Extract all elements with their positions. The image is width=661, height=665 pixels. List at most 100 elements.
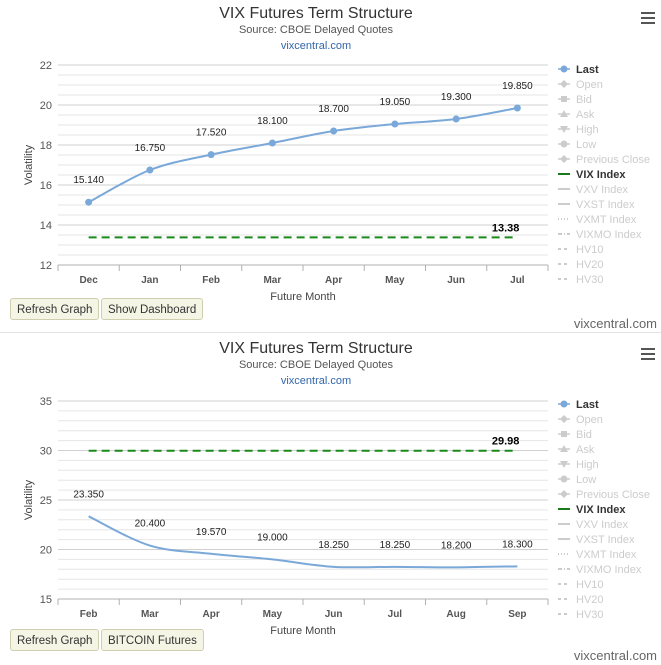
legend-label[interactable]: HV30 xyxy=(576,609,604,621)
y-tick-label: 14 xyxy=(40,220,52,232)
hamburger-menu-icon[interactable] xyxy=(641,12,655,27)
legend-label[interactable]: HV20 xyxy=(576,259,604,271)
x-tick-label: Jan xyxy=(141,275,158,286)
x-tick-label: Dec xyxy=(79,275,98,286)
legend-item[interactable]: VIX Index xyxy=(558,504,626,516)
chart-title: VIX Futures Term Structure xyxy=(219,340,413,357)
legend-item[interactable]: High xyxy=(558,459,599,471)
legend-label[interactable]: Previous Close xyxy=(576,154,650,166)
legend-label[interactable]: High xyxy=(576,459,599,471)
data-point[interactable] xyxy=(513,104,521,112)
legend-label[interactable]: HV30 xyxy=(576,274,604,286)
legend-item[interactable]: VXST Index xyxy=(558,199,635,211)
x-tick-label: May xyxy=(263,609,283,620)
legend-item[interactable]: Low xyxy=(558,474,596,486)
legend-label[interactable]: VIX Index xyxy=(576,169,626,181)
legend-marker-triangle xyxy=(560,110,568,117)
data-point[interactable] xyxy=(146,166,154,174)
legend-item[interactable]: Last xyxy=(558,399,599,411)
refresh-graph-button[interactable]: Refresh Graph xyxy=(10,298,100,320)
legend-label[interactable]: VXST Index xyxy=(576,534,635,546)
x-axis-title: Future Month xyxy=(270,291,335,303)
show-dashboard-button[interactable]: Show Dashboard xyxy=(101,298,204,320)
legend-item[interactable]: Open xyxy=(558,414,603,426)
data-point[interactable] xyxy=(268,139,276,147)
legend-marker-square xyxy=(561,431,567,437)
legend-label[interactable]: Ask xyxy=(576,444,595,456)
legend-label[interactable]: Low xyxy=(576,474,596,486)
x-tick-label: Jun xyxy=(325,609,343,620)
legend-label[interactable]: Last xyxy=(576,399,599,411)
legend-label[interactable]: VIXMO Index xyxy=(576,564,642,576)
y-tick-label: 22 xyxy=(40,60,52,72)
legend-label[interactable]: VXMT Index xyxy=(576,214,637,226)
legend-label[interactable]: VIX Index xyxy=(576,504,626,516)
data-label: 23.350 xyxy=(73,489,104,500)
vix-index-value-label: 13.38 xyxy=(492,222,520,234)
refresh-graph-button[interactable]: Refresh Graph xyxy=(10,629,100,651)
data-point[interactable] xyxy=(330,127,338,135)
legend-label[interactable]: Bid xyxy=(576,429,592,441)
chart-site-link[interactable]: vixcentral.com xyxy=(280,40,352,52)
data-point[interactable] xyxy=(391,120,399,128)
legend-label[interactable]: Ask xyxy=(576,109,595,121)
chart-site-link[interactable]: vixcentral.com xyxy=(280,375,352,387)
legend-item[interactable]: VIXMO Index xyxy=(558,564,642,576)
legend-label[interactable]: Low xyxy=(576,139,596,151)
legend-marker-circle xyxy=(560,400,568,408)
hamburger-menu-icon[interactable] xyxy=(641,348,655,363)
bitcoin-futures-button[interactable]: BITCOIN Futures xyxy=(101,629,204,651)
legend-label[interactable]: Last xyxy=(576,64,599,76)
chart-svg-2: 15 20 25 30 35 Feb Mar Apr May Jun Jul Aug Sep Future… xyxy=(23,396,650,637)
legend-label[interactable]: HV20 xyxy=(576,594,604,606)
legend-label[interactable]: HV10 xyxy=(576,579,604,591)
data-point[interactable] xyxy=(207,151,215,159)
legend-label[interactable]: Bid xyxy=(576,94,592,106)
legend-item[interactable]: VXMT Index xyxy=(558,549,637,561)
legend-item[interactable]: Ask xyxy=(558,444,595,456)
legend-item[interactable]: HV20 xyxy=(558,594,604,606)
legend-item[interactable]: Ask xyxy=(558,109,595,121)
data-point[interactable] xyxy=(85,198,93,206)
legend-label[interactable]: High xyxy=(576,124,599,136)
legend-label[interactable]: Open xyxy=(576,79,603,91)
legend-item[interactable]: Bid xyxy=(558,94,592,106)
chart-title: VIX Futures Term Structure xyxy=(219,5,413,22)
legend-item[interactable]: VXV Index xyxy=(558,184,628,196)
legend-label[interactable]: Previous Close xyxy=(576,489,650,501)
legend-label[interactable]: Open xyxy=(576,414,603,426)
x-tick-label: Apr xyxy=(325,275,342,286)
legend-item[interactable]: HV10 xyxy=(558,579,604,591)
legend-marker-diamond xyxy=(560,80,568,88)
legend-item[interactable]: VXST Index xyxy=(558,534,635,546)
legend-item[interactable]: Bid xyxy=(558,429,592,441)
legend-label[interactable]: VXV Index xyxy=(576,519,628,531)
legend-marker-diamond xyxy=(560,155,568,163)
data-point[interactable] xyxy=(452,115,460,123)
data-label: 18.100 xyxy=(257,116,288,127)
last-series-line[interactable] xyxy=(88,515,518,569)
legend-label[interactable]: VIXMO Index xyxy=(576,229,642,241)
legend-label[interactable]: VXMT Index xyxy=(576,549,637,561)
legend-label[interactable]: VXST Index xyxy=(576,199,635,211)
legend-item[interactable]: VXV Index xyxy=(558,519,628,531)
legend-item[interactable]: HV30 xyxy=(558,609,604,621)
data-label: 17.520 xyxy=(196,128,227,139)
legend-item[interactable]: Last xyxy=(558,64,599,76)
legend-marker-square xyxy=(561,96,567,102)
legend-item[interactable]: VIXMO Index xyxy=(558,229,642,241)
data-label: 18.300 xyxy=(502,539,533,550)
legend-item[interactable]: HV30 xyxy=(558,274,604,286)
legend-label[interactable]: VXV Index xyxy=(576,184,628,196)
legend-marker-triangle-down xyxy=(560,126,568,133)
legend-label[interactable]: HV10 xyxy=(576,244,604,256)
legend-item[interactable]: VXMT Index xyxy=(558,214,637,226)
legend-item[interactable]: Previous Close xyxy=(558,154,650,166)
legend-item[interactable]: Low xyxy=(558,139,596,151)
legend-item[interactable]: Previous Close xyxy=(558,489,650,501)
legend-item[interactable]: Open xyxy=(558,79,603,91)
legend-item[interactable]: High xyxy=(558,124,599,136)
legend-item[interactable]: VIX Index xyxy=(558,169,626,181)
legend-item[interactable]: HV20 xyxy=(558,259,604,271)
legend-item[interactable]: HV10 xyxy=(558,244,604,256)
